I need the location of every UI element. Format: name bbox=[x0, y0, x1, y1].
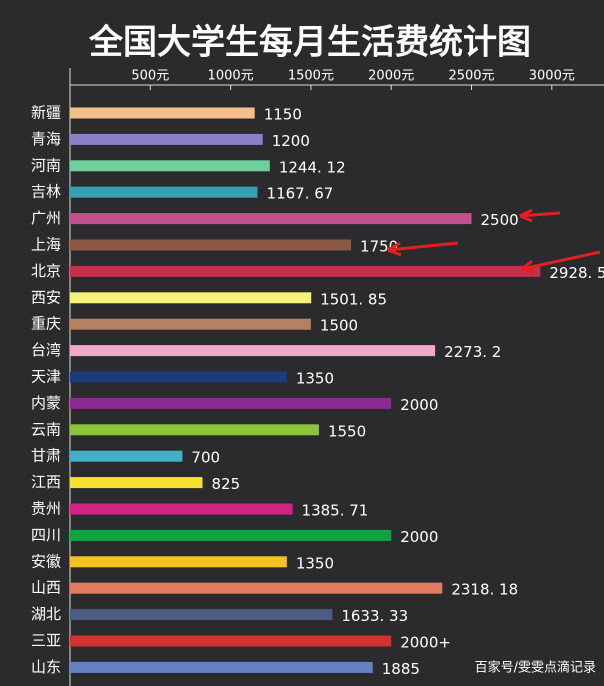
value-label: 1550 bbox=[328, 422, 366, 440]
bar bbox=[70, 265, 541, 277]
y-tick-label: 内蒙 bbox=[31, 394, 61, 412]
value-label: 1150 bbox=[264, 106, 302, 124]
x-tick-label: 1500元 bbox=[288, 69, 334, 84]
bar bbox=[70, 107, 255, 119]
y-tick-label: 安徽 bbox=[31, 552, 61, 570]
value-label: 2500 bbox=[481, 211, 519, 229]
y-tick-label: 青海 bbox=[31, 130, 61, 148]
y-tick-label: 贵州 bbox=[31, 500, 61, 518]
value-label: 1244. 12 bbox=[279, 158, 346, 176]
arrow bbox=[521, 250, 601, 274]
x-tick-label: 2000元 bbox=[368, 69, 414, 84]
bar bbox=[70, 160, 270, 172]
bar bbox=[70, 133, 263, 145]
value-label: 1885 bbox=[382, 660, 420, 678]
y-tick-label: 河南 bbox=[31, 156, 61, 174]
x-tick-label: 1000元 bbox=[208, 69, 254, 84]
bar bbox=[70, 556, 287, 568]
bar bbox=[70, 345, 436, 357]
bar bbox=[70, 318, 311, 330]
bar bbox=[70, 609, 333, 621]
value-label: 1350 bbox=[296, 554, 334, 572]
value-label: 1200 bbox=[272, 132, 310, 150]
y-tick-label: 西安 bbox=[31, 288, 61, 306]
bar bbox=[70, 186, 258, 198]
bar bbox=[70, 371, 287, 383]
value-label: 1633. 33 bbox=[341, 607, 408, 625]
y-tick-label: 吉林 bbox=[31, 183, 61, 201]
y-tick-label: 山西 bbox=[31, 579, 61, 597]
y-tick-label: 山东 bbox=[31, 658, 61, 676]
y-tick-label: 云南 bbox=[31, 420, 61, 438]
value-label: 1167. 67 bbox=[267, 185, 334, 203]
value-label: 2928. 5 bbox=[549, 264, 604, 282]
y-tick-label: 北京 bbox=[31, 262, 61, 280]
value-label: 2000+ bbox=[400, 634, 451, 652]
y-tick-label: 台湾 bbox=[31, 341, 61, 359]
y-tick-label: 天津 bbox=[31, 368, 61, 386]
chart-title: 全国大学生每月生活费统计图 bbox=[88, 23, 531, 63]
value-label: 1350 bbox=[296, 370, 334, 388]
y-tick-label: 江西 bbox=[31, 473, 61, 491]
value-label: 1385. 71 bbox=[302, 502, 369, 520]
bar bbox=[70, 529, 392, 541]
bar bbox=[70, 292, 312, 304]
y-tick-label: 广州 bbox=[31, 209, 61, 227]
y-tick-label: 湖北 bbox=[31, 605, 61, 623]
watermark: 百家号/雯雯点滴记录 bbox=[475, 660, 596, 676]
bar bbox=[70, 582, 443, 594]
bar bbox=[70, 450, 183, 462]
x-tick-label: 2500元 bbox=[448, 69, 494, 84]
arrow bbox=[387, 241, 459, 257]
bar bbox=[70, 477, 203, 489]
bar bbox=[70, 503, 293, 515]
y-tick-label: 重庆 bbox=[31, 315, 61, 333]
value-label: 2000 bbox=[400, 528, 438, 546]
value-label: 825 bbox=[212, 475, 241, 493]
bar bbox=[70, 661, 373, 673]
arrow bbox=[519, 208, 561, 223]
value-label: 1500 bbox=[320, 317, 358, 335]
bar bbox=[70, 424, 319, 436]
value-label: 2000 bbox=[400, 396, 438, 414]
value-label: 700 bbox=[191, 449, 220, 467]
bar bbox=[70, 239, 352, 251]
bar bbox=[70, 397, 392, 409]
x-tick-label: 3000元 bbox=[529, 69, 575, 84]
y-tick-label: 甘肃 bbox=[31, 447, 61, 465]
y-tick-label: 上海 bbox=[31, 236, 61, 254]
value-label: 1501. 85 bbox=[320, 290, 387, 308]
bar bbox=[70, 635, 392, 647]
value-label: 2318. 18 bbox=[451, 581, 518, 599]
bar bbox=[70, 213, 472, 225]
y-tick-label: 新疆 bbox=[31, 104, 61, 122]
y-tick-label: 三亚 bbox=[31, 632, 61, 650]
value-label: 2273. 2 bbox=[444, 343, 501, 361]
y-tick-label: 四川 bbox=[31, 526, 61, 544]
x-tick-label: 500元 bbox=[131, 69, 169, 84]
